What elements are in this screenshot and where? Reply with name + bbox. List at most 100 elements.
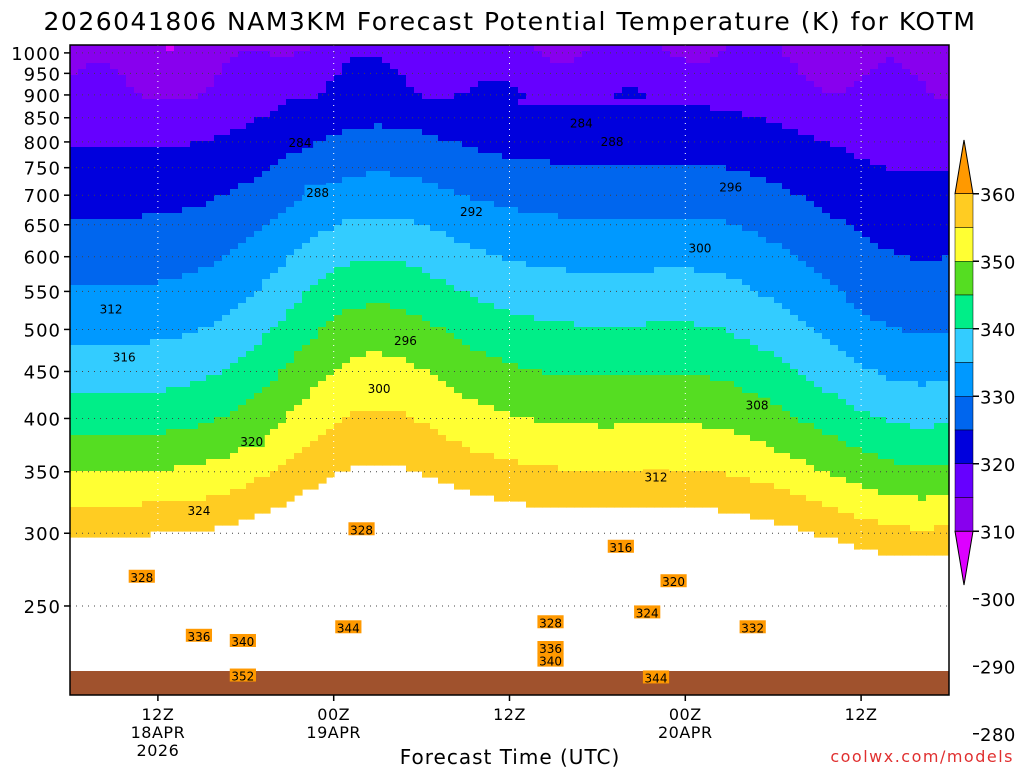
band-cell <box>438 189 447 232</box>
band-cell <box>102 435 111 472</box>
band-cell <box>926 333 935 382</box>
band-cell <box>630 471 639 508</box>
band-cell <box>518 99 527 106</box>
band-cell <box>566 273 575 322</box>
band-cell <box>182 387 191 430</box>
band-cell <box>782 129 791 190</box>
band-cell <box>118 435 127 472</box>
credit-link[interactable]: coolwx.com/models <box>830 747 1014 766</box>
band-cell <box>582 471 591 508</box>
band-cell <box>182 45 191 100</box>
band-cell <box>398 177 407 220</box>
band-cell <box>550 165 559 214</box>
band-cell <box>910 465 919 496</box>
band-cell <box>526 267 535 316</box>
band-cell <box>510 417 519 460</box>
band-cell <box>454 291 463 340</box>
band-cell <box>446 141 455 190</box>
band-cell <box>686 105 695 166</box>
band-cell <box>230 45 239 58</box>
band-cell <box>278 465 287 508</box>
band-cell <box>542 423 551 466</box>
band-cell <box>606 375 615 430</box>
band-cell <box>462 399 471 448</box>
band-cell <box>494 153 503 208</box>
band-cell <box>134 507 143 538</box>
band-cell <box>454 441 463 490</box>
contour-label: 296 <box>719 181 742 195</box>
band-cell <box>134 45 143 94</box>
band-cell <box>430 429 439 478</box>
band-cell <box>662 51 671 106</box>
band-cell <box>198 207 207 268</box>
band-cell <box>294 51 303 100</box>
band-cell <box>550 105 559 166</box>
band-cell <box>798 195 807 262</box>
band-cell <box>830 345 839 394</box>
band-cell <box>694 471 703 508</box>
band-cell <box>742 435 751 478</box>
y-tick-label: 650 <box>24 216 61 237</box>
band-cell <box>510 363 519 418</box>
band-cell <box>110 471 119 508</box>
band-cell <box>182 207 191 274</box>
band-cell <box>606 165 615 220</box>
band-cell <box>158 279 167 340</box>
band-cell <box>758 45 767 118</box>
band-cell <box>798 135 807 196</box>
band-cell <box>510 87 519 160</box>
band-cell <box>462 291 471 346</box>
band-cell <box>870 369 879 418</box>
band-cell <box>174 501 183 532</box>
band-cell <box>382 261 391 304</box>
band-cell <box>86 435 95 472</box>
band-cell <box>638 165 647 220</box>
band-cell <box>566 423 575 472</box>
band-cell <box>190 141 199 208</box>
band-cell <box>134 93 143 148</box>
contour-label-bg <box>238 434 265 448</box>
band-cell <box>382 411 391 466</box>
band-cell <box>726 111 735 172</box>
band-cell <box>878 375 887 418</box>
band-cell <box>846 513 855 544</box>
band-cell <box>662 471 671 508</box>
band-cell <box>862 45 871 76</box>
band-cell <box>886 423 895 460</box>
band-cell <box>646 219 655 274</box>
band-cell <box>926 381 935 430</box>
band-cell <box>894 45 903 64</box>
band-cell <box>478 81 487 154</box>
band-cell <box>86 63 95 148</box>
band-cell <box>606 45 615 106</box>
band-cell <box>190 99 199 142</box>
band-cell <box>334 267 343 316</box>
y-tick-label: 500 <box>24 320 61 341</box>
band-cell <box>878 165 887 250</box>
band-cell <box>294 249 303 304</box>
band-cell <box>942 333 949 382</box>
band-cell <box>214 375 223 418</box>
colorbar-segment <box>954 429 974 464</box>
band-cell <box>638 45 647 94</box>
band-cell <box>110 285 119 346</box>
band-cell <box>206 141 215 202</box>
band-cell <box>638 327 647 376</box>
band-cell <box>758 441 767 484</box>
band-cell <box>206 201 215 268</box>
band-cell <box>318 327 327 382</box>
band-cell <box>134 345 143 394</box>
band-cell <box>926 261 935 334</box>
y-tick-label: 550 <box>24 282 61 303</box>
band-cell <box>414 369 423 424</box>
band-cell <box>294 405 303 454</box>
band-cell <box>678 57 687 106</box>
band-cell <box>886 381 895 424</box>
band-cell <box>134 435 143 472</box>
contour-label: 312 <box>100 302 123 316</box>
band-cell <box>502 159 511 208</box>
contour-label: 316 <box>609 541 632 555</box>
band-cell <box>742 285 751 340</box>
band-cell <box>590 273 599 328</box>
band-cell <box>118 285 127 346</box>
